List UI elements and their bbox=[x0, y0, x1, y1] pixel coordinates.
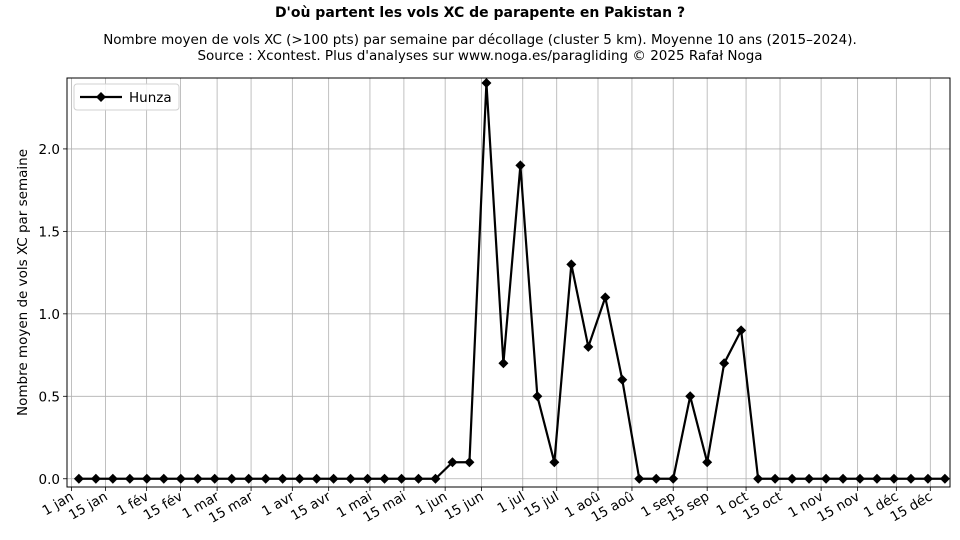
chart-title: D'où partent les vols XC de parapente en… bbox=[275, 5, 685, 21]
data-point bbox=[294, 473, 305, 484]
data-point bbox=[532, 391, 543, 402]
y-tick-label: 1.5 bbox=[39, 224, 60, 240]
data-point bbox=[821, 473, 832, 484]
legend-box bbox=[73, 83, 180, 111]
data-point bbox=[787, 473, 798, 484]
data-point bbox=[362, 473, 373, 484]
data-point bbox=[736, 325, 747, 336]
series-line-hunza bbox=[78, 81, 945, 480]
data-point bbox=[311, 473, 322, 484]
y-tick-label: 0.0 bbox=[39, 472, 60, 488]
y-tick-label: 1.0 bbox=[39, 307, 60, 323]
plot-frame bbox=[66, 77, 951, 488]
data-point bbox=[770, 473, 781, 484]
data-point bbox=[617, 374, 628, 385]
x-tick-label: 15 avr bbox=[288, 488, 334, 524]
legend-marker bbox=[96, 92, 106, 102]
data-point bbox=[141, 473, 152, 484]
data-point bbox=[804, 473, 815, 484]
data-point bbox=[515, 160, 526, 171]
data-point bbox=[328, 473, 339, 484]
data-point bbox=[107, 473, 118, 484]
data-point bbox=[668, 473, 679, 484]
data-point bbox=[243, 473, 254, 484]
data-point bbox=[905, 473, 916, 484]
legend: Hunza bbox=[73, 83, 180, 111]
x-tick-label: 15 jul bbox=[521, 489, 562, 522]
data-point bbox=[90, 473, 101, 484]
data-point bbox=[192, 473, 203, 484]
data-point bbox=[175, 473, 186, 484]
data-point bbox=[838, 473, 849, 484]
data-point bbox=[447, 457, 458, 468]
data-point bbox=[685, 391, 696, 402]
legend-label: Hunza bbox=[129, 90, 172, 106]
data-point bbox=[260, 473, 271, 484]
data-point bbox=[209, 473, 220, 484]
y-axis-label: Nombre moyen de vols XC par semaine bbox=[15, 149, 31, 416]
x-tick-label: 1 jul bbox=[495, 489, 528, 517]
grid bbox=[67, 78, 950, 487]
data-point bbox=[430, 473, 441, 484]
data-point bbox=[73, 473, 84, 484]
data-point bbox=[702, 457, 713, 468]
y-tick-label: 0.5 bbox=[39, 389, 60, 405]
data-point bbox=[549, 457, 560, 468]
x-tick-label: 15 oct bbox=[740, 489, 785, 524]
data-point bbox=[651, 473, 662, 484]
data-point bbox=[600, 292, 611, 303]
data-point bbox=[396, 473, 407, 484]
y-tick-label: 2.0 bbox=[39, 142, 60, 158]
data-point bbox=[498, 358, 509, 369]
data-point bbox=[753, 473, 764, 484]
data-point bbox=[379, 473, 390, 484]
data-point bbox=[124, 473, 135, 484]
data-point bbox=[583, 341, 594, 352]
data-point bbox=[634, 473, 645, 484]
x-tick-label: 15 jun bbox=[442, 489, 487, 524]
x-tick-label: 15 nov bbox=[815, 489, 863, 526]
data-point bbox=[277, 473, 288, 484]
series-layer bbox=[73, 77, 950, 484]
data-point bbox=[413, 473, 424, 484]
data-point bbox=[719, 358, 730, 369]
data-point bbox=[481, 77, 492, 88]
data-point bbox=[158, 473, 169, 484]
data-point bbox=[922, 473, 933, 484]
chart-subtitle-line-2: Source : Xcontest. Plus d'analyses sur w… bbox=[197, 48, 762, 64]
data-point bbox=[939, 473, 950, 484]
y-axis: 0.0 0.5 1.0 1.5 2.0 bbox=[39, 142, 67, 488]
data-point bbox=[464, 457, 475, 468]
data-point bbox=[888, 473, 899, 484]
data-point bbox=[226, 473, 237, 484]
data-point bbox=[566, 259, 577, 270]
x-tick-label: 15 jan bbox=[66, 489, 110, 524]
x-tick-label: 15 fév bbox=[141, 489, 186, 524]
chart-subtitle-line-1: Nombre moyen de vols XC (>100 pts) par s… bbox=[103, 32, 857, 48]
data-point bbox=[871, 473, 882, 484]
data-point bbox=[345, 473, 356, 484]
data-point bbox=[855, 473, 866, 484]
